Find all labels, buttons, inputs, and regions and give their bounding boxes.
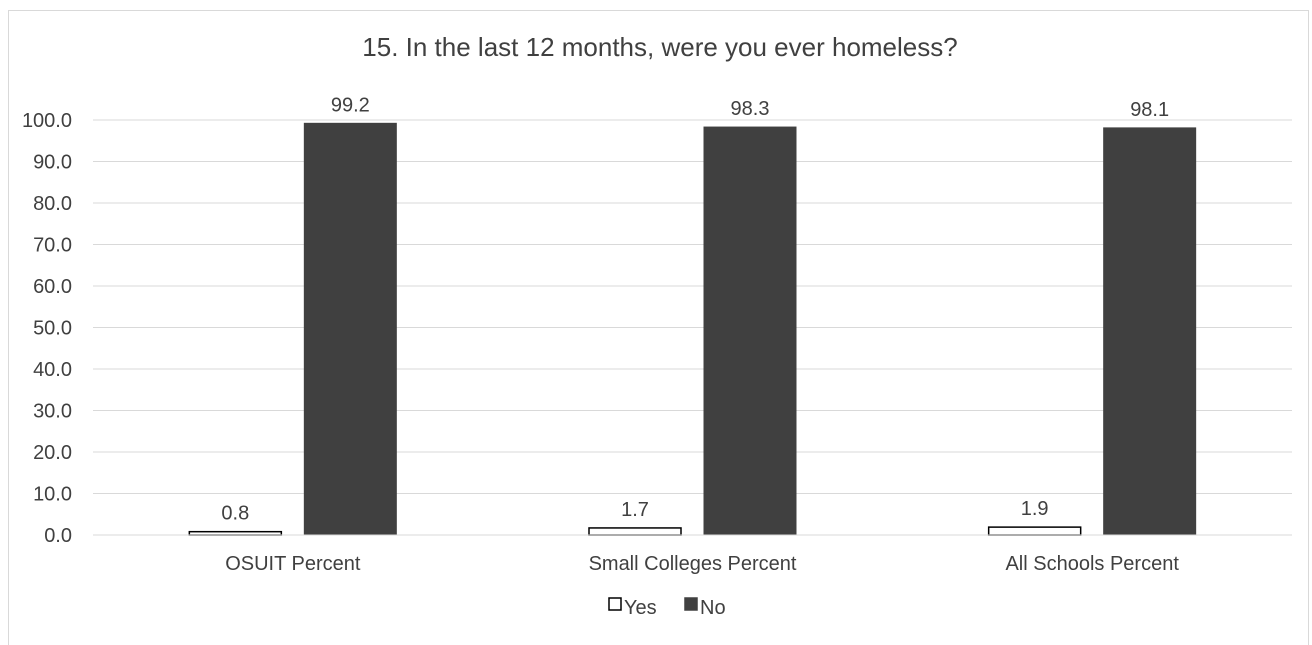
legend-swatch-yes bbox=[608, 597, 622, 611]
legend: Yes No bbox=[608, 597, 726, 619]
chart-title: 15. In the last 12 months, were you ever… bbox=[362, 32, 957, 62]
bar-no bbox=[303, 122, 397, 536]
gridlines bbox=[93, 119, 1292, 494]
y-tick-label: 100.0 bbox=[22, 110, 72, 132]
data-label: 99.2 bbox=[331, 94, 370, 116]
y-tick-label: 40.0 bbox=[33, 359, 72, 381]
data-label: 0.8 bbox=[221, 503, 249, 525]
x-category-label: Small Colleges Percent bbox=[589, 553, 797, 575]
data-label: 98.1 bbox=[1130, 99, 1169, 121]
legend-label-yes: Yes bbox=[624, 597, 657, 619]
y-tick-label: 0.0 bbox=[44, 525, 72, 547]
data-label: 98.3 bbox=[731, 98, 770, 120]
legend-label-no: No bbox=[700, 597, 726, 619]
legend-swatch-no bbox=[684, 597, 698, 611]
x-category-label: All Schools Percent bbox=[1005, 553, 1179, 575]
y-tick-label: 80.0 bbox=[33, 193, 72, 215]
bar-yes bbox=[588, 527, 682, 536]
bar-yes bbox=[987, 526, 1082, 536]
y-tick-label: 20.0 bbox=[33, 442, 72, 464]
y-tick-label: 30.0 bbox=[33, 401, 72, 423]
y-tick-label: 50.0 bbox=[33, 318, 72, 340]
data-label: 1.9 bbox=[1021, 498, 1049, 520]
data-labels: 0.8 99.2 1.7 98.3 1.9 98.1 bbox=[221, 94, 1169, 524]
y-tick-label: 90.0 bbox=[33, 152, 72, 174]
y-tick-label: 60.0 bbox=[33, 276, 72, 298]
y-tick-label: 10.0 bbox=[33, 484, 72, 506]
bar-no bbox=[1103, 127, 1197, 536]
data-label: 1.7 bbox=[621, 499, 649, 521]
bar-no bbox=[703, 126, 797, 536]
bars bbox=[188, 122, 1197, 536]
x-category-label: OSUIT Percent bbox=[225, 553, 361, 575]
y-tick-label: 70.0 bbox=[33, 235, 72, 257]
x-axis-category-labels: OSUIT Percent Small Colleges Percent All S… bbox=[225, 553, 1179, 575]
y-axis-tick-labels: 0.0 10.0 20.0 30.0 40.0 50.0 60.0 70.0 80.0 90.0 1… bbox=[22, 110, 72, 547]
